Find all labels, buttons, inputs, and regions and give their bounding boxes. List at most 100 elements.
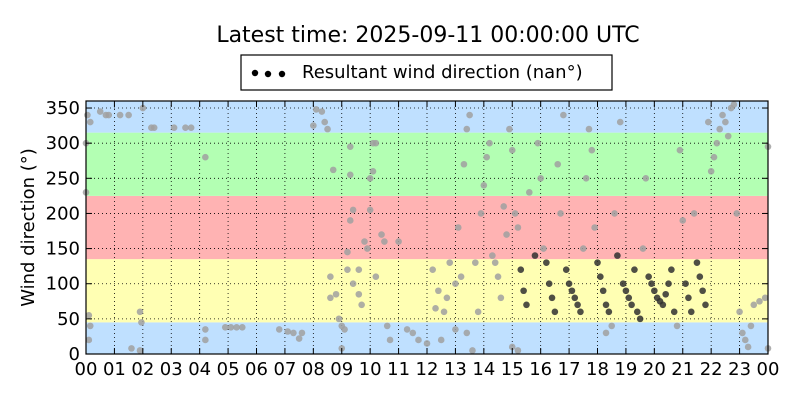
data-point xyxy=(497,294,505,302)
data-point xyxy=(454,224,462,231)
data-point xyxy=(514,347,522,354)
data-point xyxy=(602,329,610,337)
data-point xyxy=(614,252,621,259)
legend-frame xyxy=(240,54,613,91)
y-tick-label: 150 xyxy=(46,239,80,260)
x-tick-label: 14 xyxy=(472,359,495,380)
data-point xyxy=(463,329,471,337)
data-point xyxy=(537,175,544,182)
data-point xyxy=(645,273,652,280)
data-point xyxy=(366,175,374,182)
data-point xyxy=(202,336,209,344)
data-point xyxy=(170,124,178,132)
data-point xyxy=(702,301,709,309)
data-point xyxy=(369,167,377,175)
data-points xyxy=(82,101,772,354)
data-point xyxy=(679,217,687,224)
data-point xyxy=(662,290,669,298)
data-point xyxy=(565,280,573,288)
data-point xyxy=(722,118,729,126)
data-point xyxy=(642,175,650,182)
legend-marker-dot xyxy=(278,70,286,78)
data-point xyxy=(739,329,746,337)
data-point xyxy=(486,139,493,147)
data-point xyxy=(599,287,607,295)
x-tick-label: 02 xyxy=(131,359,154,380)
data-point xyxy=(86,322,94,330)
data-point xyxy=(469,347,476,354)
data-point xyxy=(440,308,448,316)
data-point xyxy=(670,308,678,316)
data-point xyxy=(736,308,743,316)
data-point xyxy=(619,280,627,288)
x-tick-label: 22 xyxy=(700,359,723,380)
x-tick-label: 07 xyxy=(273,359,296,380)
data-point xyxy=(540,245,547,252)
data-point xyxy=(489,252,496,259)
x-tick-label: 01 xyxy=(103,359,126,380)
data-point xyxy=(136,347,144,354)
data-point xyxy=(707,167,715,175)
data-point xyxy=(682,280,689,288)
data-point xyxy=(636,315,644,323)
data-point xyxy=(295,335,303,342)
data-point xyxy=(673,322,681,330)
data-point xyxy=(349,206,357,214)
data-point xyxy=(716,125,723,133)
data-point xyxy=(344,248,351,256)
axis-ticks xyxy=(85,101,769,355)
data-point xyxy=(187,124,195,132)
data-point xyxy=(551,308,559,316)
data-point xyxy=(332,290,340,298)
data-point xyxy=(275,326,283,333)
data-point xyxy=(423,340,431,347)
data-point xyxy=(344,266,351,273)
data-point xyxy=(633,308,641,316)
data-point xyxy=(310,122,317,129)
data-point xyxy=(227,323,235,331)
data-point xyxy=(756,297,763,305)
x-tick-label: 23 xyxy=(728,359,751,380)
data-point xyxy=(568,287,576,295)
data-point xyxy=(480,182,488,189)
data-point xyxy=(355,290,363,298)
data-point xyxy=(150,124,158,132)
data-point xyxy=(378,231,385,238)
data-point xyxy=(588,146,596,154)
data-point xyxy=(724,132,732,140)
data-point xyxy=(472,259,479,266)
x-tick-label: 03 xyxy=(160,359,183,380)
data-point xyxy=(705,118,712,126)
data-point xyxy=(543,259,550,266)
x-tick-label: 00 xyxy=(75,359,98,380)
data-point xyxy=(696,273,704,280)
data-point xyxy=(202,326,209,333)
y-tick-label: 200 xyxy=(46,203,80,224)
data-point xyxy=(457,273,465,280)
data-point xyxy=(508,146,516,154)
data-point xyxy=(494,273,502,280)
data-point xyxy=(312,106,320,113)
x-tick-label: 13 xyxy=(444,359,467,380)
data-point xyxy=(86,118,94,126)
data-point xyxy=(520,287,527,295)
data-point xyxy=(582,175,590,182)
data-point xyxy=(557,210,564,217)
data-point xyxy=(383,322,391,330)
x-tick-label: 00 xyxy=(757,359,780,380)
direction-band xyxy=(86,259,768,323)
data-point xyxy=(221,323,229,331)
x-tick-label: 16 xyxy=(529,359,552,380)
data-point xyxy=(341,326,348,333)
data-point xyxy=(511,210,519,217)
data-point xyxy=(138,319,145,326)
x-tick-label: 09 xyxy=(330,359,353,380)
data-point xyxy=(690,210,698,217)
legend-marker-dot xyxy=(264,70,272,78)
data-point xyxy=(358,301,365,309)
data-point xyxy=(668,266,675,273)
data-point xyxy=(554,160,562,168)
data-point xyxy=(591,224,598,231)
x-tick-label: 20 xyxy=(643,359,666,380)
